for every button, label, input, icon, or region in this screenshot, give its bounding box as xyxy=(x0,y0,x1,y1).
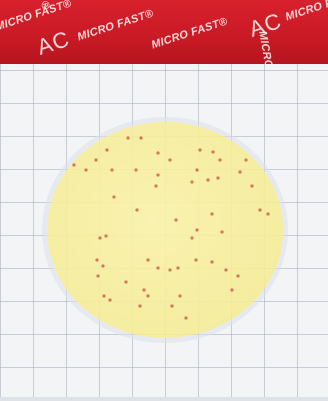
colony-dot xyxy=(184,316,188,320)
colony-dot xyxy=(110,168,114,172)
colony-dot xyxy=(174,218,178,222)
colony-dot xyxy=(72,163,76,167)
colony-dot xyxy=(154,184,158,188)
colony-dot xyxy=(105,148,109,152)
colony-dot xyxy=(258,208,262,212)
colony-dot xyxy=(168,158,172,162)
colony-dot xyxy=(135,208,139,212)
colony-dot xyxy=(146,258,150,262)
colony-dot xyxy=(102,294,106,298)
growth-area-circle xyxy=(47,122,283,338)
colony-dot xyxy=(108,298,112,302)
colony-dot xyxy=(124,280,128,284)
colony-dot xyxy=(156,173,160,177)
colony-dot xyxy=(176,266,180,270)
colony-dot xyxy=(84,168,88,172)
colony-dot xyxy=(230,288,234,292)
colony-dot xyxy=(95,258,99,262)
colony-dot xyxy=(250,184,254,188)
colony-dot xyxy=(94,158,98,162)
colony-dot xyxy=(216,176,220,180)
red-label-banner: MICRO FAST® AC MICRO FAST® MICRO FAST® A… xyxy=(0,0,328,64)
colony-dot xyxy=(170,304,174,308)
colony-dot xyxy=(194,258,198,262)
colony-dot xyxy=(198,148,202,152)
colony-dot xyxy=(96,274,100,278)
colony-dot xyxy=(195,228,199,232)
colony-dot xyxy=(134,168,138,172)
colony-dot xyxy=(126,136,130,140)
colony-dot xyxy=(178,294,182,298)
colony-dot xyxy=(210,260,214,264)
colony-dot xyxy=(190,180,194,184)
colony-dot xyxy=(138,304,142,308)
colony-dot xyxy=(139,136,143,140)
colony-dot xyxy=(195,168,199,172)
colony-dot xyxy=(146,294,150,298)
colony-dot xyxy=(236,274,240,278)
colony-dot xyxy=(101,264,105,268)
colony-dot xyxy=(206,178,210,182)
colony-dot xyxy=(218,158,222,162)
colony-dot xyxy=(156,266,160,270)
colony-dot xyxy=(266,212,270,216)
colony-dot xyxy=(211,150,215,154)
colony-dot xyxy=(244,158,248,162)
film-edge xyxy=(0,397,328,401)
colony-dot xyxy=(104,234,108,238)
colony-dot xyxy=(238,170,242,174)
colony-dot xyxy=(220,230,224,234)
colony-dot xyxy=(210,212,214,216)
colony-dot xyxy=(112,195,116,199)
colony-dot xyxy=(224,268,228,272)
colony-dot xyxy=(142,288,146,292)
colony-dot xyxy=(156,151,160,155)
colony-dot xyxy=(168,268,172,272)
colony-dot xyxy=(190,236,194,240)
colony-dot xyxy=(98,236,102,240)
